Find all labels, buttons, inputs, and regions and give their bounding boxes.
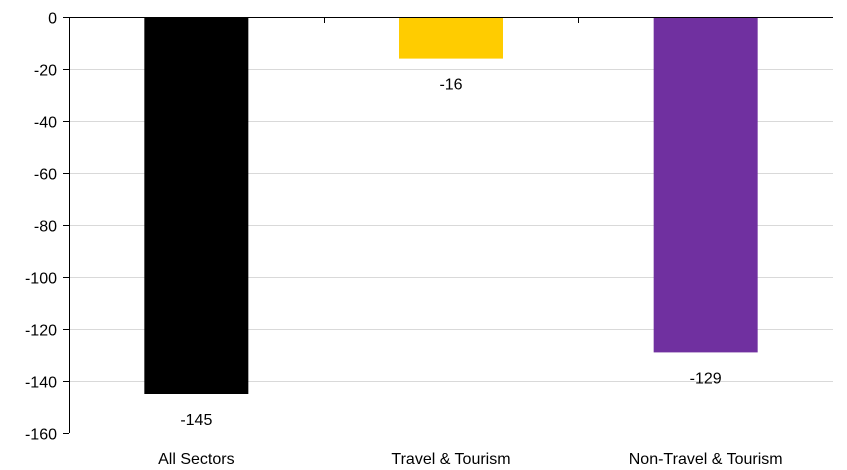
labels: 0 -20 -40 -60 -80 -100 -120 -140 -160 -145 All Sec… [25, 11, 783, 469]
y-tick-label: 0 [48, 11, 57, 28]
y-tick-label: -120 [25, 323, 57, 340]
bar [653, 17, 758, 353]
bars [144, 17, 758, 394]
y-tick-label: -100 [25, 271, 57, 288]
bar [399, 17, 503, 59]
data-label: -16 [439, 77, 462, 94]
y-tick-label: -40 [34, 115, 57, 132]
data-label: -129 [690, 370, 722, 387]
y-tick-label: -20 [34, 63, 57, 80]
y-tick-label: -60 [34, 167, 57, 184]
category-label: Travel & Tourism [391, 451, 510, 468]
y-tick-label: -80 [34, 219, 57, 236]
data-label: -145 [180, 412, 212, 429]
bar [144, 17, 249, 394]
category-label: Non-Travel & Tourism [629, 451, 783, 468]
y-tick-label: -140 [25, 375, 57, 392]
axes [63, 17, 833, 434]
y-tick-label: -160 [25, 427, 57, 444]
category-label: All Sectors [158, 451, 234, 468]
